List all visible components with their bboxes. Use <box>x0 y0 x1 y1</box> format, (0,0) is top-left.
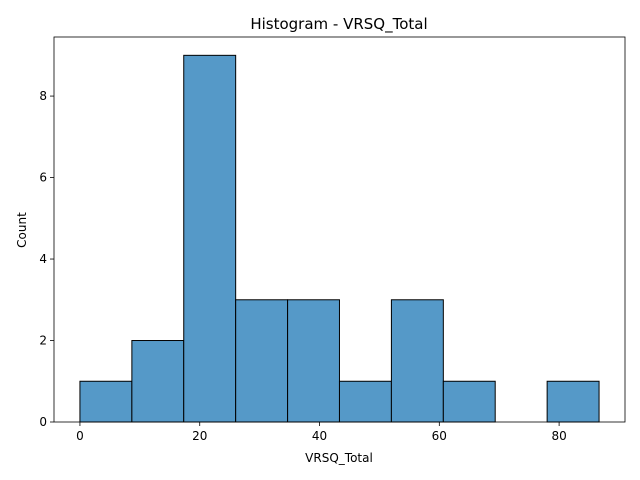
y-tick-label: 6 <box>39 171 47 185</box>
x-tick-label: 20 <box>192 429 207 443</box>
histogram-bar <box>338 380 392 423</box>
x-tick-label: 0 <box>76 429 84 443</box>
bars-group <box>79 54 600 423</box>
y-tick-label: 2 <box>39 334 47 348</box>
plot-frame <box>53 36 626 423</box>
y-tick-label: 0 <box>39 415 47 429</box>
axes-group <box>53 36 626 423</box>
histogram-bar <box>390 299 444 423</box>
histogram-bar <box>235 299 289 423</box>
x-tick-label: 80 <box>551 429 566 443</box>
y-ticks: 0 2 4 6 8 <box>39 89 54 429</box>
y-axis-label: Count <box>15 212 29 248</box>
chart-title: Histogram - VRSQ_Total <box>250 15 427 34</box>
y-tick-label: 8 <box>39 89 47 103</box>
histogram-bar <box>131 340 185 423</box>
x-axis-label: VRSQ_Total <box>305 451 373 465</box>
histogram-bar <box>79 380 133 423</box>
x-tick-label: 60 <box>432 429 447 443</box>
histogram-bar <box>442 380 496 423</box>
histogram-bar <box>546 380 600 423</box>
x-ticks: 0 20 40 60 80 <box>76 422 567 443</box>
histogram-bar <box>287 299 340 423</box>
histogram-bar <box>183 54 237 423</box>
y-tick-label: 4 <box>39 252 47 266</box>
x-tick-label: 40 <box>312 429 327 443</box>
